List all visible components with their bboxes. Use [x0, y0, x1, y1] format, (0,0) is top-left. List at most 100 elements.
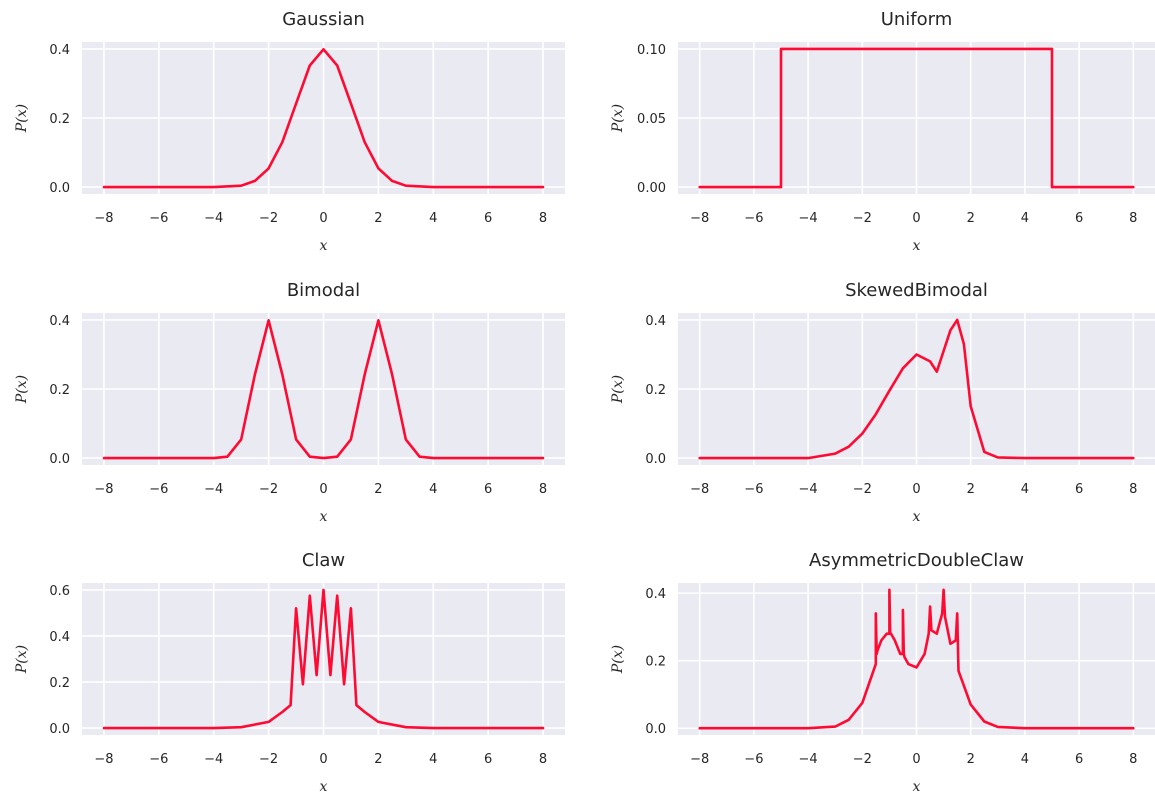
x-tick-label: 2 — [374, 482, 382, 497]
y-tick-label: 0.2 — [49, 383, 70, 398]
x-tick-label: −6 — [744, 752, 763, 767]
x-tick-label: 2 — [967, 211, 975, 226]
subplot-claw: −8 −6 −4 −2 0 2 4 6 8 0.0 0.2 0.4 0.6 Claw x P(x) — [14, 550, 565, 792]
subplot-bimodal: −8 −6 −4 −2 0 2 4 6 8 0.0 0.2 0.4 Bimodal x P(x) — [14, 280, 565, 525]
x-tick-label: 6 — [484, 482, 492, 497]
x-tick-label: 2 — [967, 482, 975, 497]
x-tick-label: 4 — [1021, 482, 1029, 497]
x-tick-label: −6 — [149, 752, 168, 767]
x-tick-label: 2 — [374, 211, 382, 226]
x-tick-label: 8 — [539, 482, 547, 497]
y-tick-label: 0.2 — [49, 676, 70, 691]
y-tick-label: 0.0 — [49, 452, 70, 467]
x-tick-label: −6 — [744, 211, 763, 226]
y-axis-label: P(x) — [610, 104, 626, 133]
x-tick-label: 0 — [319, 752, 327, 767]
y-tick-label: 0.4 — [645, 314, 666, 329]
x-tick-label: 0 — [319, 482, 327, 497]
y-tick-label: 0.05 — [637, 112, 666, 127]
x-tick-label: −8 — [690, 211, 709, 226]
x-tick-label: −4 — [204, 752, 223, 767]
x-tick-label: 0 — [912, 482, 920, 497]
y-tick-label: 0.2 — [645, 655, 666, 670]
x-tick-label: −8 — [690, 752, 709, 767]
x-tick-label: −2 — [259, 482, 278, 497]
x-tick-label: 4 — [429, 482, 437, 497]
x-tick-label: 2 — [374, 752, 382, 767]
y-axis-label: P(x) — [610, 375, 626, 404]
x-tick-label: 6 — [1075, 752, 1083, 767]
x-axis-label: x — [320, 779, 328, 792]
x-tick-label: 6 — [484, 211, 492, 226]
x-tick-label: −8 — [94, 752, 113, 767]
y-tick-label: 0.00 — [637, 181, 666, 196]
y-tick-label: 0.2 — [49, 112, 70, 127]
x-tick-label: 0 — [912, 752, 920, 767]
x-tick-label: −2 — [853, 482, 872, 497]
x-tick-label: −4 — [799, 752, 818, 767]
y-tick-label: 0.6 — [49, 584, 70, 599]
x-tick-label: 0 — [912, 211, 920, 226]
subplot-gaussian: −8 −6 −4 −2 0 2 4 6 8 0.0 0.2 0.4 Gaussian x P(x) — [14, 9, 565, 254]
x-tick-label: 4 — [1021, 752, 1029, 767]
x-tick-label: −4 — [204, 482, 223, 497]
x-tick-label: 8 — [1129, 211, 1137, 226]
density-curve — [102, 588, 545, 730]
density-curve — [102, 48, 545, 189]
subplot-title: Gaussian — [282, 9, 365, 30]
x-tick-label: 8 — [539, 752, 547, 767]
x-tick-label: −4 — [204, 211, 223, 226]
x-tick-label: 2 — [967, 752, 975, 767]
y-tick-label: 0.4 — [49, 314, 70, 329]
x-tick-label: 4 — [1021, 211, 1029, 226]
x-tick-label: −6 — [149, 211, 168, 226]
y-tick-label: 0.4 — [49, 630, 70, 645]
y-axis-label: P(x) — [610, 645, 626, 674]
subplot-skewedbimodal: −8 −6 −4 −2 0 2 4 6 8 0.0 0.2 0.4 SkewedBimodal x P(x) — [610, 280, 1155, 525]
x-axis-label: x — [320, 238, 328, 254]
subplot-title: Uniform — [881, 9, 953, 30]
x-tick-label: −2 — [853, 752, 872, 767]
subplot-title: AsymmetricDoubleClaw — [809, 550, 1024, 571]
x-tick-label: −4 — [799, 211, 818, 226]
x-tick-label: −8 — [94, 482, 113, 497]
density-curve — [698, 588, 1135, 730]
y-tick-label: 0.4 — [49, 43, 70, 58]
x-axis-label: x — [913, 779, 921, 792]
x-tick-label: −2 — [259, 211, 278, 226]
x-tick-label: −8 — [690, 482, 709, 497]
x-axis-label: x — [320, 509, 328, 525]
subplot-uniform: −8 −6 −4 −2 0 2 4 6 8 0.00 0.05 0.10 Uniform x P(x) — [610, 9, 1155, 254]
x-tick-label: 8 — [539, 211, 547, 226]
subplot-asymmetricdoubleclaw: −8 −6 −4 −2 0 2 4 6 8 0.0 0.2 0.4 AsymmetricDoubleCl… — [610, 550, 1155, 792]
x-tick-label: 4 — [429, 211, 437, 226]
y-axis-label: P(x) — [14, 645, 30, 674]
y-tick-label: 0.10 — [637, 43, 666, 58]
x-tick-label: −2 — [259, 752, 278, 767]
x-tick-label: 0 — [319, 211, 327, 226]
x-tick-label: 4 — [429, 752, 437, 767]
x-tick-label: −4 — [799, 482, 818, 497]
subplot-title: Claw — [302, 550, 345, 571]
density-curve — [698, 47, 1135, 189]
y-tick-label: 0.0 — [645, 452, 666, 467]
y-tick-label: 0.0 — [49, 722, 70, 737]
subplot-title: Bimodal — [287, 280, 360, 301]
x-tick-label: 8 — [1129, 752, 1137, 767]
subplot-title: SkewedBimodal — [845, 280, 988, 301]
x-tick-label: −2 — [853, 211, 872, 226]
density-curve — [102, 319, 545, 460]
y-axis-label: P(x) — [14, 375, 30, 404]
y-axis-label: P(x) — [14, 104, 30, 133]
x-axis-label: x — [913, 238, 921, 254]
y-tick-label: 0.0 — [49, 181, 70, 196]
x-tick-label: 8 — [1129, 482, 1137, 497]
y-tick-label: 0.2 — [645, 383, 666, 398]
x-tick-label: 6 — [1075, 482, 1083, 497]
x-tick-label: 6 — [484, 752, 492, 767]
x-tick-label: −6 — [744, 482, 763, 497]
x-tick-label: 6 — [1075, 211, 1083, 226]
density-curve — [698, 318, 1135, 460]
x-tick-label: −6 — [149, 482, 168, 497]
